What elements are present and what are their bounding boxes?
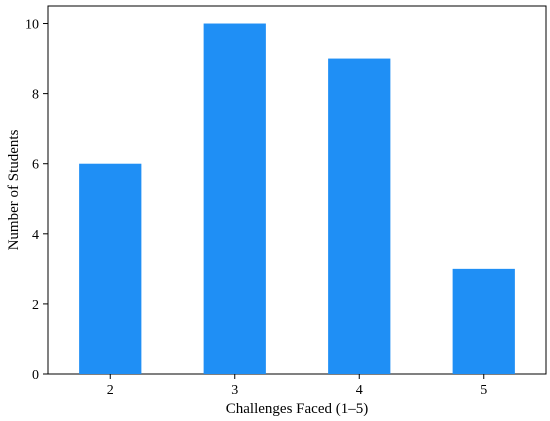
- x-tick-label-2: 2: [107, 383, 114, 398]
- plot-frame: [47, 5, 547, 375]
- bar-2: [79, 163, 142, 374]
- x-axis-title: Challenges Faced (1–5): [226, 401, 368, 417]
- x-axis: 2 3 4 5: [107, 374, 487, 398]
- x-tick-label-4: 4: [356, 383, 363, 398]
- y-tick-label-10: 10: [25, 18, 39, 33]
- y-tick-label-6: 6: [32, 158, 39, 173]
- y-axis-title: Number of Students: [6, 129, 22, 250]
- x-tick-label-5: 5: [480, 383, 487, 398]
- bar-4: [328, 58, 391, 374]
- y-axis: 0 2 4 6 8 10: [25, 18, 48, 383]
- y-tick-label-4: 4: [32, 228, 39, 243]
- y-tick-label-8: 8: [32, 88, 39, 103]
- bars: [79, 23, 515, 375]
- plot-area: [47, 5, 547, 375]
- y-tick-label-2: 2: [32, 298, 39, 313]
- y-tick-label-0: 0: [32, 368, 39, 383]
- bar-3: [203, 23, 266, 375]
- bar-5: [452, 268, 515, 374]
- x-tick-label-3: 3: [231, 383, 238, 398]
